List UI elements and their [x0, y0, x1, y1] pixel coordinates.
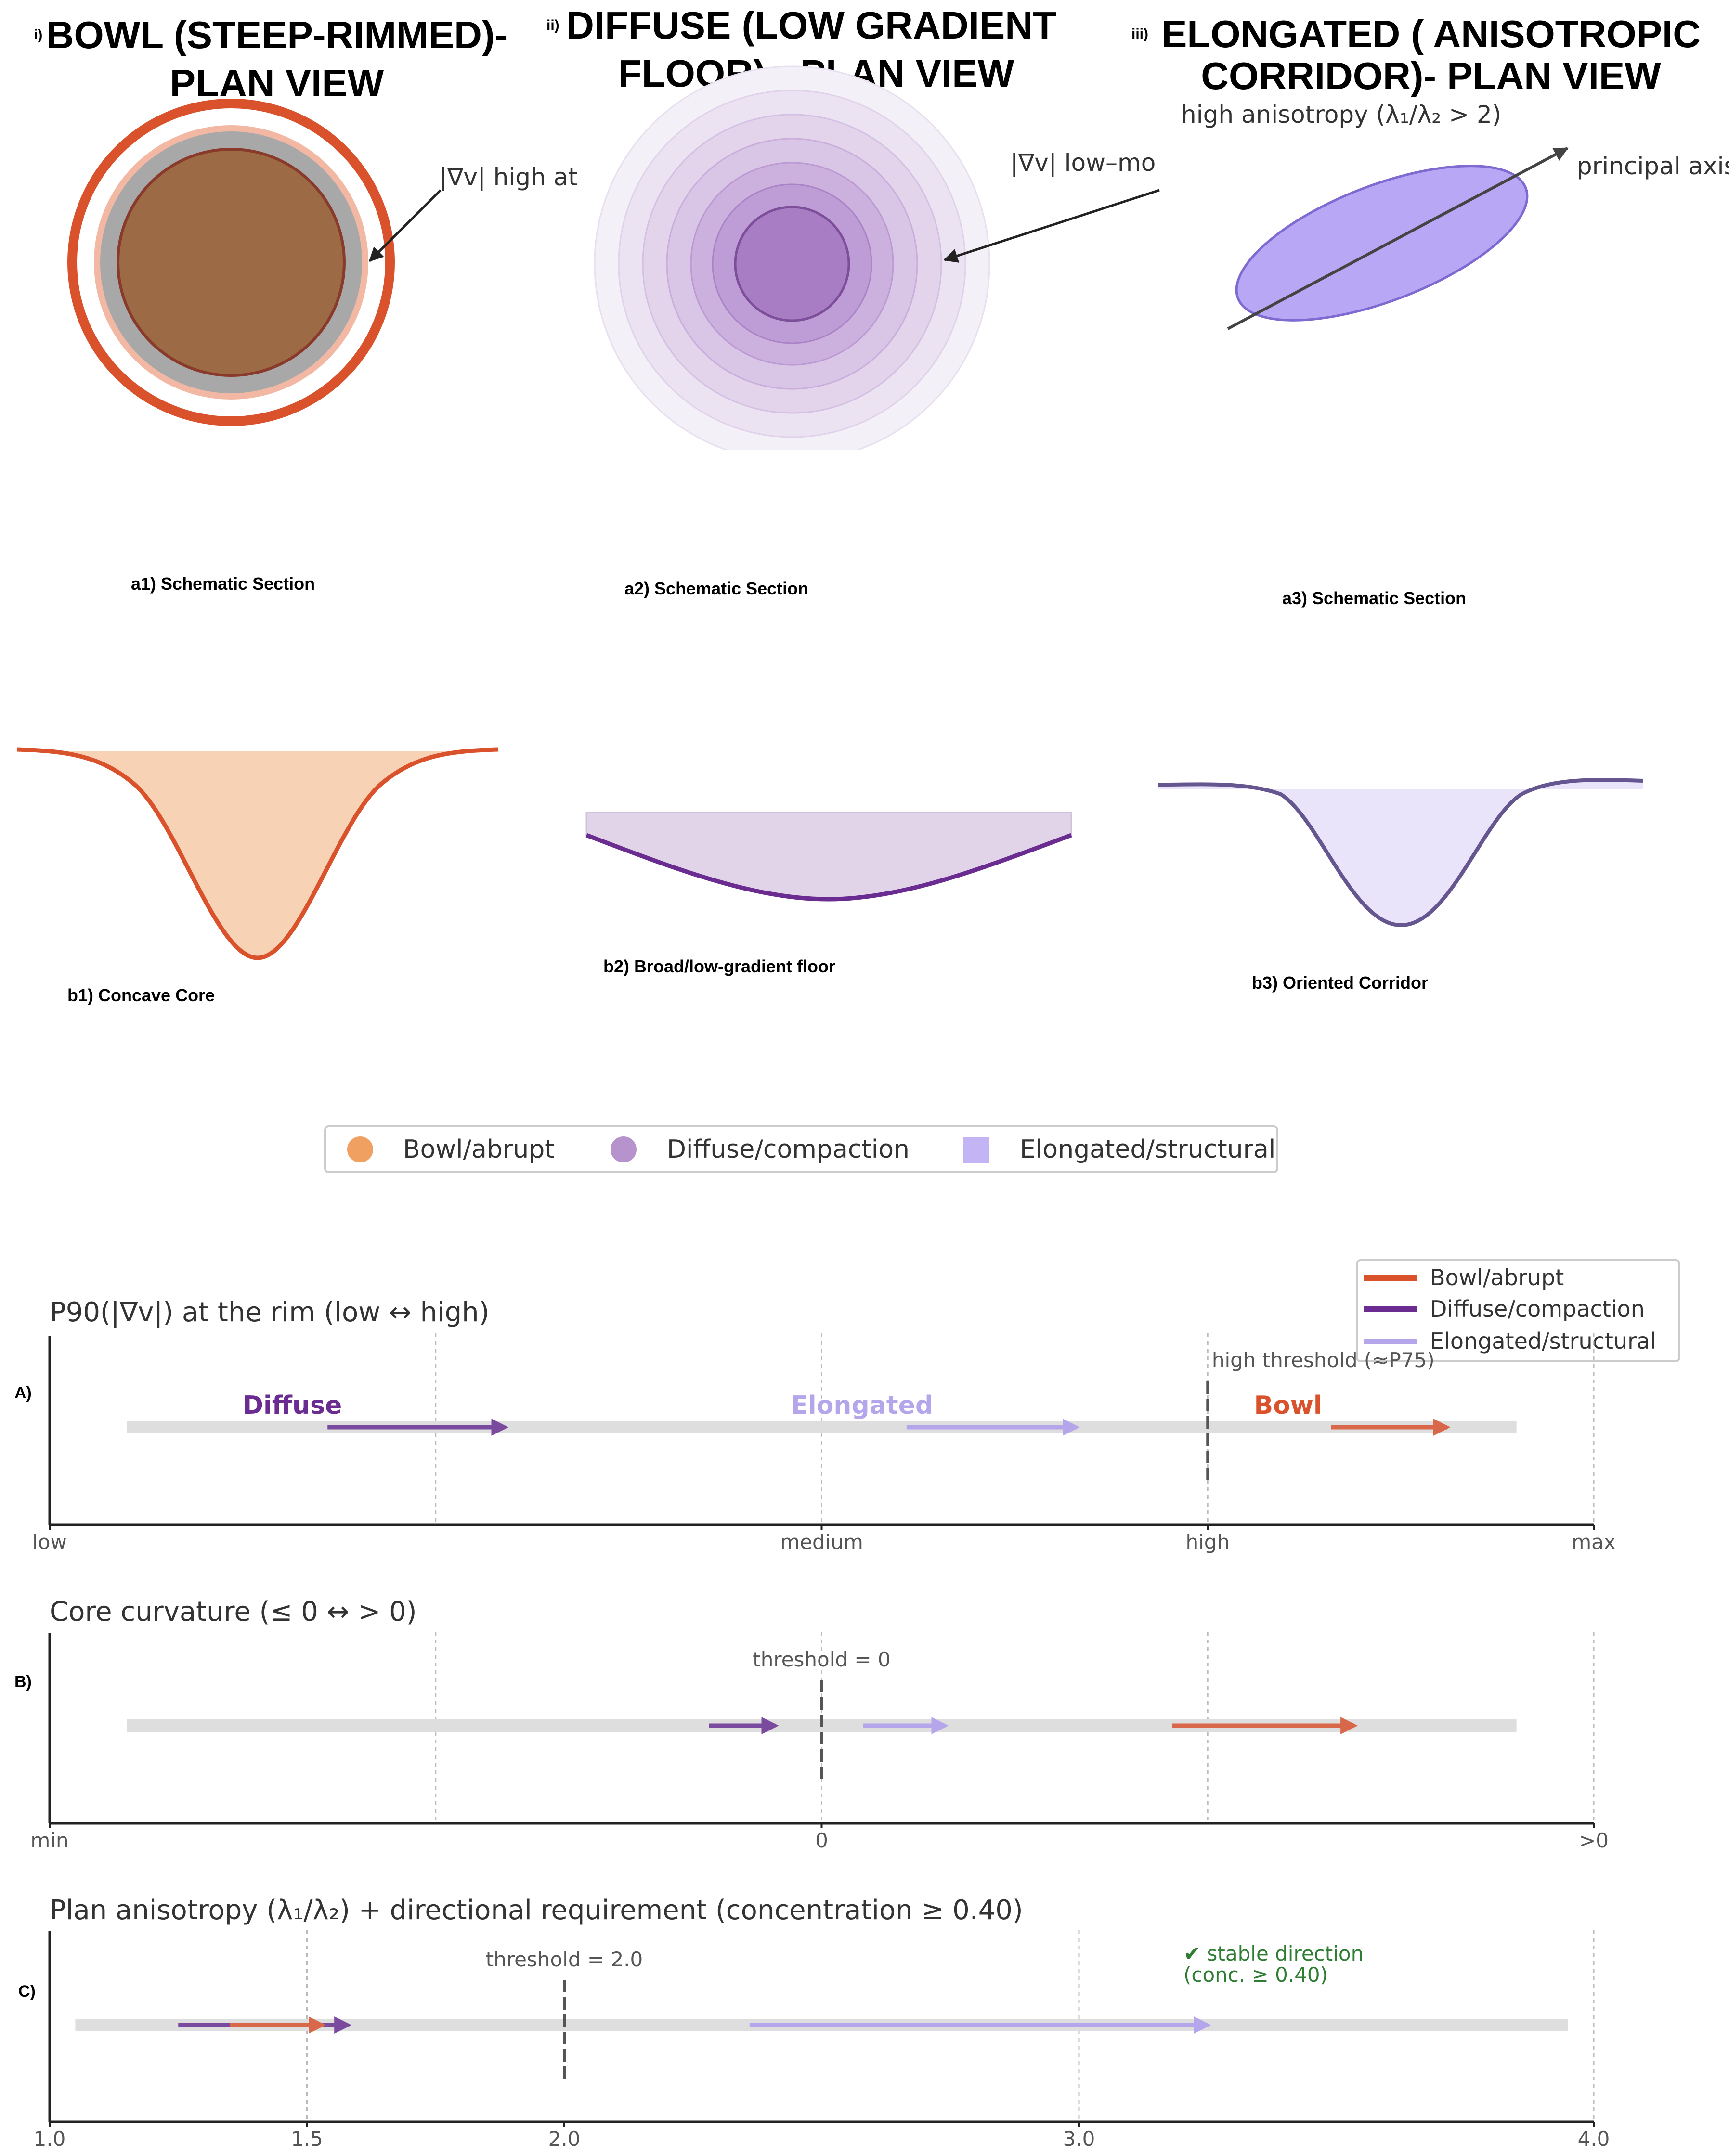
chart-a: P90(|∇v|) at the rim (low ↔ high) A) hig…	[14, 1297, 1616, 1554]
chart-a-tick-label-0: low	[32, 1530, 67, 1554]
panel-bowl-title-line1: BOWL (STEEP-RIMMED)-	[46, 13, 507, 56]
chart-a-elongated-label: Elongated	[791, 1391, 933, 1420]
chart-a-ticks: low medium high max	[32, 1525, 1616, 1554]
panel-diffuse-roman: ii)	[546, 17, 559, 33]
chart-a-threshold-label: high threshold (≈P75)	[1212, 1348, 1435, 1372]
chart-c-note-line1: ✔ stable direction	[1183, 1942, 1364, 1965]
line-legend: Bowl/abrupt Diffuse/compaction Elongated…	[1356, 1259, 1680, 1362]
panel-elongated-roman: iii)	[1131, 26, 1148, 42]
chart-a-tick-label-3: max	[1572, 1530, 1616, 1554]
legend-diffuse-label: Diffuse/compaction	[667, 1135, 910, 1164]
chart-a-bowl-label: Bowl	[1254, 1391, 1322, 1420]
legend-bowl-label: Bowl/abrupt	[403, 1135, 555, 1164]
elongated-profile-caption: b3) Oriented Corridor	[1252, 973, 1428, 993]
diffuse-profile	[585, 812, 1072, 902]
chart-b-tick-label-0: min	[30, 1829, 68, 1852]
diffuse-annotation-arrow	[943, 189, 1160, 263]
bowl-outer-rim-ring	[67, 99, 395, 426]
chart-c-tick-label-4: 4.0	[1578, 2127, 1610, 2151]
bowl-core	[117, 148, 346, 377]
bowl-profile	[16, 747, 499, 960]
chart-a-title: P90(|∇v|) at the rim (low ↔ high)	[50, 1297, 490, 1328]
chart-c-ticks: 1.0 1.5 2.0 3.0 4.0	[34, 2122, 1610, 2151]
diffuse-annotation: |∇v| low–mo	[1010, 149, 1156, 177]
panel-diffuse: ii) DIFFUSE (LOW GRADIENT FLOOR) - PLAN …	[546, 4, 1160, 976]
panel-bowl-roman: i)	[34, 27, 42, 43]
chart-c: Plan anisotropy (λ₁/λ₂) + directional re…	[18, 1895, 1610, 2151]
diffuse-profile-caption: b2) Broad/low-gradient floor	[603, 956, 835, 976]
legend-elongated-label: Elongated/structural	[1020, 1135, 1275, 1164]
chart-b-ticks: min 0 >0	[30, 1823, 1609, 1852]
principal-axis-arrow	[1227, 147, 1569, 330]
bowl-profile-fill	[17, 749, 498, 958]
bowl-section-caption: a1) Schematic Section	[131, 574, 315, 594]
diffuse-section-caption: a2) Schematic Section	[624, 579, 808, 598]
line-legend-elongated-label: Elongated/structural	[1430, 1328, 1656, 1354]
legend-diffuse-marker	[611, 1136, 637, 1162]
legend-elongated-marker	[963, 1137, 989, 1163]
chart-b-panel-label: B)	[14, 1673, 32, 1691]
chart-b-title: Core curvature (≤ 0 ↔ > 0)	[50, 1596, 417, 1627]
panel-elongated-title-line1: ELONGATED ( ANISOTROPIC	[1161, 13, 1701, 55]
principal-axis-label: principal axis	[1577, 152, 1729, 180]
top-legend-box	[324, 1125, 1278, 1173]
chart-c-title: Plan anisotropy (λ₁/λ₂) + directional re…	[50, 1895, 1023, 1926]
legend-bowl-marker	[347, 1136, 373, 1162]
diffuse-plan-view	[578, 65, 1011, 479]
chart-b: Core curvature (≤ 0 ↔ > 0) B) threshold …	[14, 1596, 1609, 1852]
chart-b-threshold-label: threshold = 0	[753, 1648, 890, 1671]
elongated-section-caption: a3) Schematic Section	[1282, 588, 1466, 608]
top-legend: Bowl/abrupt Diffuse/compaction Elongated…	[324, 1125, 1278, 1173]
chart-c-tick-label-0: 1.0	[34, 2127, 66, 2151]
diffuse-profile-fill	[585, 812, 1072, 900]
elongated-ellipse	[1235, 165, 1529, 322]
chart-c-note-line2: (conc. ≥ 0.40)	[1183, 1963, 1328, 1987]
chart-a-diffuse-label: Diffuse	[243, 1391, 342, 1420]
chart-c-threshold-label: threshold = 2.0	[486, 1948, 643, 1971]
panel-elongated: iii) ELONGATED ( ANISOTROPIC CORRIDOR)- …	[1131, 13, 1729, 993]
elongated-profile	[1157, 778, 1643, 928]
chart-c-tick-label-3: 3.0	[1063, 2127, 1095, 2151]
line-legend-diffuse-label: Diffuse/compaction	[1430, 1296, 1645, 1322]
chart-a-panel-label: A)	[14, 1384, 32, 1402]
elongated-anisotropy-label: high anisotropy (λ₁/λ₂ > 2)	[1181, 101, 1501, 129]
bowl-plan-view	[67, 99, 395, 426]
bowl-profile-curve	[16, 747, 499, 960]
diffuse-profile-curve	[585, 833, 1072, 902]
bowl-profile-caption: b1) Concave Core	[67, 985, 215, 1005]
bowl-annotation-arrow	[368, 189, 442, 262]
panel-diffuse-title-line1: DIFFUSE (LOW GRADIENT	[566, 4, 1056, 47]
panel-bowl: i) BOWL (STEEP-RIMMED)- PLAN VIEW |∇v| h…	[16, 13, 578, 1005]
bowl-annotation: |∇v| high at	[439, 163, 578, 191]
chart-b-tick-label-1: 0	[815, 1829, 828, 1852]
chart-c-panel-label: C)	[18, 1982, 36, 2001]
panel-bowl-title-line2: PLAN VIEW	[170, 62, 384, 104]
chart-b-tick-label-2: >0	[1579, 1829, 1609, 1852]
line-legend-box	[1356, 1259, 1680, 1362]
elongated-profile-curve	[1157, 778, 1643, 928]
elongated-profile-fill	[1158, 780, 1643, 925]
panel-elongated-title-line2: CORRIDOR)- PLAN VIEW	[1201, 54, 1661, 97]
diffuse-plan-crop	[578, 450, 1011, 479]
chart-a-tick-label-1: medium	[780, 1530, 863, 1554]
chart-c-tick-label-1: 1.5	[291, 2127, 323, 2151]
line-legend-bowl-label: Bowl/abrupt	[1430, 1265, 1564, 1291]
chart-a-tick-label-2: high	[1185, 1530, 1230, 1554]
diffuse-core	[734, 206, 850, 322]
chart-c-tick-label-2: 2.0	[548, 2127, 581, 2151]
